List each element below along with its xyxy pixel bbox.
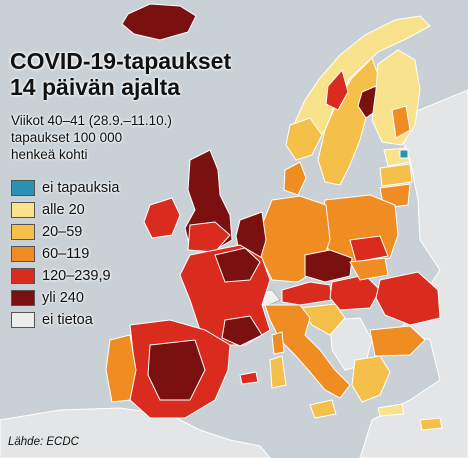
- subtitle-line-3: henkeä kohti: [11, 147, 88, 162]
- legend-swatch: [11, 290, 35, 306]
- region-france-dark2: [221, 315, 263, 347]
- region-poland-red: [349, 235, 389, 263]
- region-latvia: [379, 163, 413, 187]
- region-croatia: [299, 303, 346, 336]
- region-sweden: [317, 57, 381, 186]
- region-ireland: [143, 197, 181, 239]
- region-sweden-red: [325, 68, 349, 111]
- region-romania: [375, 271, 441, 326]
- legend-label: ei tietoa: [42, 312, 93, 328]
- legend-swatch: [11, 312, 35, 328]
- subtitle-line-1: Viikot 40–41 (28.9.–11.10.): [11, 113, 172, 128]
- map-subtitle: Viikot 40–41 (28.9.–11.10.) tapaukset 10…: [11, 112, 172, 163]
- region-balearics: [239, 371, 259, 385]
- title-line-1: COVID-19-tapaukset: [10, 48, 232, 74]
- land-north-africa: [0, 407, 271, 458]
- region-corsica: [271, 331, 285, 355]
- region-denmark: [283, 161, 307, 196]
- legend-swatch: [11, 268, 35, 284]
- legend-label: ei tapauksia: [42, 180, 120, 196]
- region-cyprus: [419, 417, 443, 431]
- legend-swatch: [11, 202, 35, 218]
- region-czechia: [304, 249, 353, 283]
- region-norway-south: [285, 117, 323, 161]
- region-spain-dark: [147, 339, 206, 401]
- region-finland-orange: [391, 105, 411, 139]
- legend-label: alle 20: [42, 202, 85, 218]
- legend-swatch: [11, 246, 35, 262]
- region-iceland: [121, 3, 197, 41]
- legend-swatch: [11, 224, 35, 240]
- region-greece-islands: [377, 403, 405, 417]
- title-line-2: 14 päivän ajalta: [10, 74, 181, 100]
- region-bulgaria: [369, 325, 426, 357]
- legend-label: 20–59: [42, 224, 83, 240]
- region-france-dark: [214, 247, 261, 283]
- map-title: COVID-19-tapaukset 14 päivän ajalta: [10, 48, 231, 100]
- region-sicily: [309, 399, 337, 419]
- legend-label: 60–119: [42, 246, 90, 262]
- source-note: Lähde: ECDC: [8, 436, 79, 448]
- region-estonia-blue: [399, 149, 409, 159]
- subtitle-line-2: tapaukset 100 000: [11, 130, 123, 145]
- region-greece: [351, 355, 391, 403]
- land-east-non-eu: [359, 89, 468, 458]
- legend-label: yli 240: [42, 290, 84, 306]
- region-sardinia: [269, 355, 287, 389]
- region-uk-south: [187, 221, 231, 253]
- region-portugal: [105, 334, 137, 403]
- legend-swatch: [11, 180, 35, 196]
- region-slovakia: [349, 257, 389, 281]
- legend-label: 120–239,9: [42, 268, 111, 284]
